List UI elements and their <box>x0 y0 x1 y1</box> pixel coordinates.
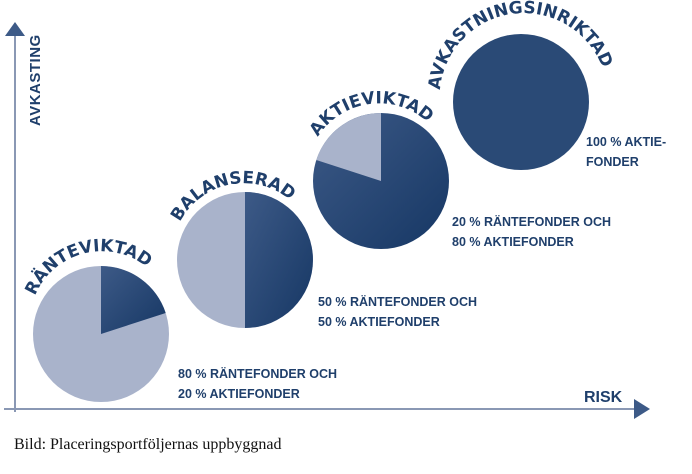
pie-note: 80 % RÄNTEFONDER OCH 20 % AKTIEFONDER <box>178 366 341 401</box>
pie-note: 100 % AKTIE- FONDER <box>586 135 670 169</box>
x-axis-arrow-icon <box>634 399 650 419</box>
y-axis-label: AVKASTING <box>27 34 44 126</box>
figure-caption: Bild: Placeringsportföljernas uppbyggnad <box>14 436 282 453</box>
y-axis <box>5 22 25 412</box>
pie-aktieviktad: AKTIEVIKTAD <box>306 88 449 249</box>
pie-balanserad: BALANSERAD <box>167 168 313 328</box>
x-axis <box>4 399 650 419</box>
pie-note: 20 % RÄNTEFONDER OCH 80 % AKTIEFONDER <box>452 214 615 249</box>
pie-note: 50 % RÄNTEFONDER OCH 50 % AKTIEFONDER <box>318 294 481 329</box>
x-axis-label: RISK <box>584 389 623 406</box>
y-axis-arrow-icon <box>5 22 25 36</box>
pie-rantevikted: RÄNTEVIKTAD <box>21 236 169 402</box>
